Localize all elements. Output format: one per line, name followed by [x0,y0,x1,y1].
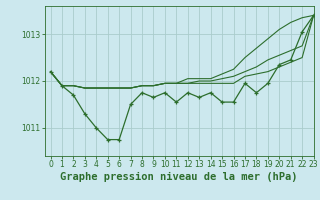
X-axis label: Graphe pression niveau de la mer (hPa): Graphe pression niveau de la mer (hPa) [60,172,298,182]
